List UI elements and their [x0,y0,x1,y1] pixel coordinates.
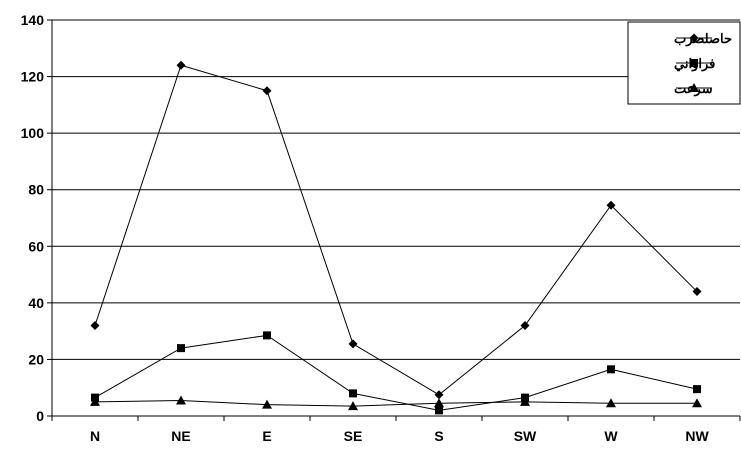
axis-layer: 0 20 40 60 80 100 120 140 N NE E SE S SW W NW [21,12,741,444]
data-point-series-2 [349,389,357,398]
x-tick-label: NW [685,428,709,444]
data-point-series-3 [90,396,100,406]
data-point-series-3 [176,395,186,405]
series-line-3 [94,399,697,407]
data-point-series-3 [348,401,358,411]
y-tick-label: 100 [21,125,45,141]
y-tick-label: 120 [21,69,45,85]
legend-marker-3 [689,83,699,92]
legend-marker-1 [689,33,699,43]
data-point-series-1 [606,200,616,210]
data-point-series-1 [348,339,358,349]
data-point-series-2 [693,385,701,394]
x-tick-label: E [262,428,271,444]
grid-layer [52,19,740,360]
x-tick-label: W [604,428,618,444]
y-tick-label: 60 [28,238,44,254]
y-tick-label: 40 [28,295,44,311]
data-point-series-1 [692,287,702,297]
data-point-series-3 [692,398,702,408]
data-point-series-3 [606,398,616,408]
data-point-series-1 [90,320,100,330]
series-layer [90,60,702,415]
y-tick-label: 140 [21,12,45,28]
legend-label-1: حاصلضرب [674,31,732,47]
x-tick-label: NE [171,428,190,444]
x-tick-label: SE [344,428,363,444]
data-point-series-2 [435,406,443,415]
data-point-series-1 [176,60,186,70]
data-point-series-1 [520,320,530,330]
data-point-series-1 [262,86,272,96]
y-tick-label: 80 [28,182,44,198]
data-point-series-3 [262,399,272,409]
data-point-series-1 [434,390,444,400]
series-line-2 [94,334,698,411]
data-point-series-2 [177,344,185,353]
data-point-series-3 [434,398,444,408]
x-tick-label: S [434,428,443,444]
legend: حاصلضربفراوانيسرعت [627,21,741,105]
legend-marker-2 [690,59,698,67]
x-tick-label: SW [514,428,537,444]
series-line-1 [94,64,698,396]
data-point-series-2 [263,331,271,340]
x-tick-label: N [90,428,100,444]
data-point-series-2 [607,365,615,374]
y-tick-label: 0 [36,408,44,424]
data-point-series-3 [520,396,530,406]
y-tick-label: 20 [28,351,44,367]
